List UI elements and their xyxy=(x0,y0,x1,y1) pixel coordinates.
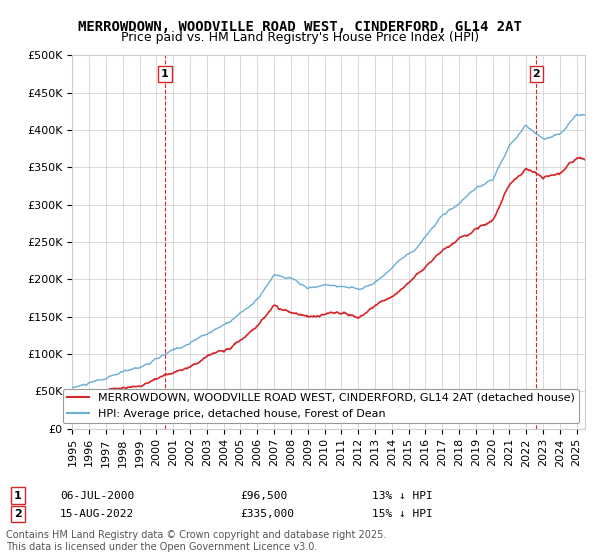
Text: 1: 1 xyxy=(14,491,22,501)
Text: £335,000: £335,000 xyxy=(240,509,294,519)
Text: Price paid vs. HM Land Registry's House Price Index (HPI): Price paid vs. HM Land Registry's House … xyxy=(121,31,479,44)
Text: MERROWDOWN, WOODVILLE ROAD WEST, CINDERFORD, GL14 2AT: MERROWDOWN, WOODVILLE ROAD WEST, CINDERF… xyxy=(78,20,522,34)
Text: £96,500: £96,500 xyxy=(240,491,287,501)
Text: 06-JUL-2000: 06-JUL-2000 xyxy=(60,491,134,501)
Text: 2: 2 xyxy=(14,509,22,519)
Text: 13% ↓ HPI: 13% ↓ HPI xyxy=(372,491,433,501)
Text: 15% ↓ HPI: 15% ↓ HPI xyxy=(372,509,433,519)
Text: Contains HM Land Registry data © Crown copyright and database right 2025.
This d: Contains HM Land Registry data © Crown c… xyxy=(6,530,386,552)
Text: 1: 1 xyxy=(161,69,169,79)
Legend: MERROWDOWN, WOODVILLE ROAD WEST, CINDERFORD, GL14 2AT (detached house), HPI: Ave: MERROWDOWN, WOODVILLE ROAD WEST, CINDERF… xyxy=(62,389,580,423)
Text: 2: 2 xyxy=(532,69,540,79)
Text: 15-AUG-2022: 15-AUG-2022 xyxy=(60,509,134,519)
